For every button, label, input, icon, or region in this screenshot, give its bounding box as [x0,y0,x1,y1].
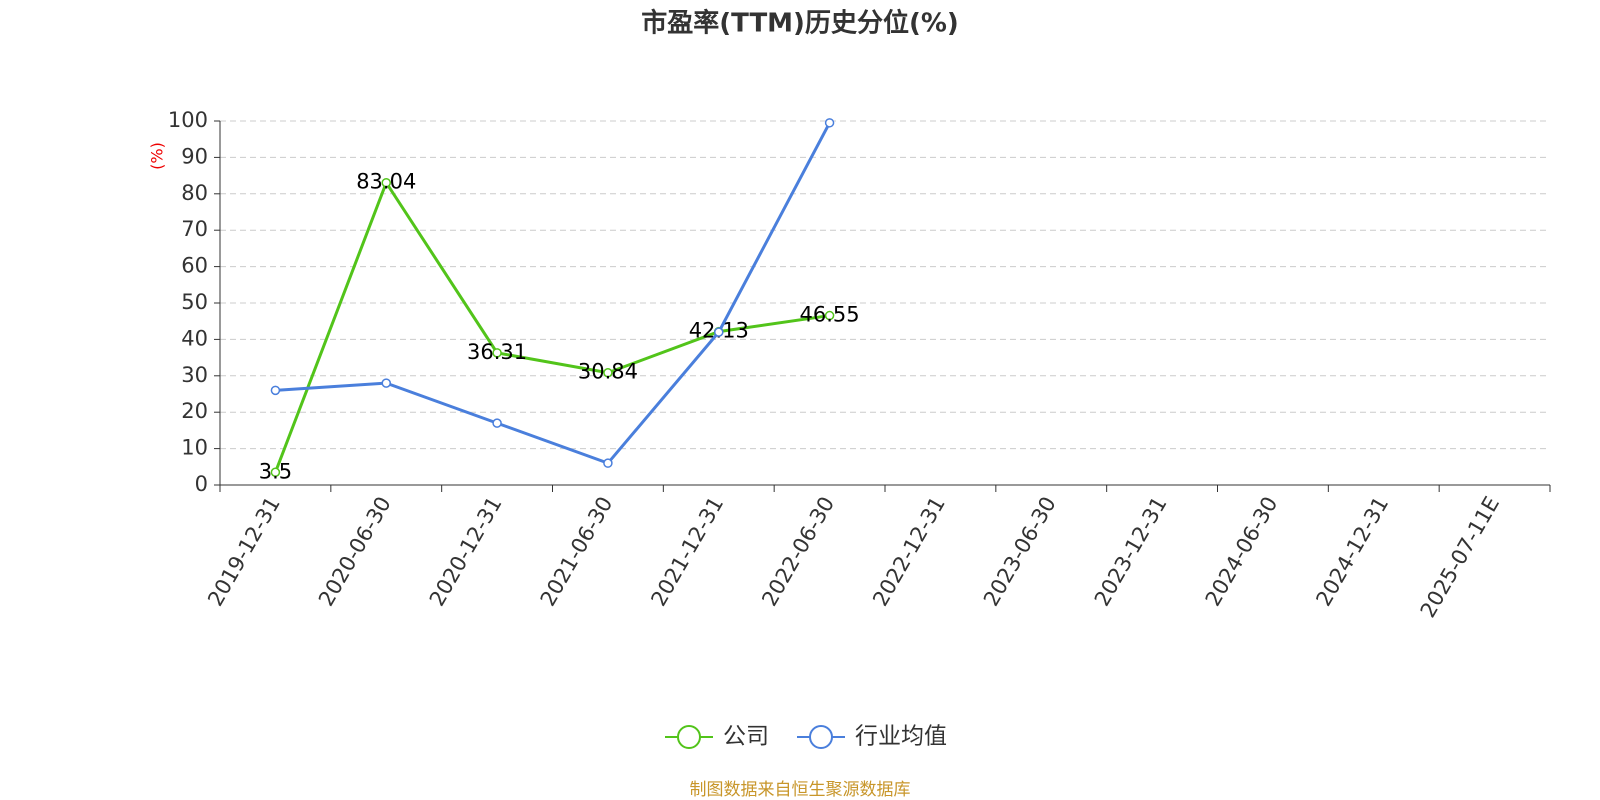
data-point [714,327,724,337]
data-point [824,310,835,321]
data-point [381,378,391,388]
series-line [275,122,831,465]
series-line [274,179,830,473]
y-tick-label: 60 [181,254,208,278]
legend-label: 公司 [723,724,769,750]
data-label: 46.55 [800,303,860,327]
x-tick-label: 2021-06-30 [536,493,618,611]
x-tick-label: 2022-12-31 [868,493,950,611]
y-tick-label: 80 [181,181,208,205]
x-tick-label: 2023-12-31 [1090,493,1172,611]
x-tick-label: 2019-12-31 [203,493,285,611]
data-point [492,348,502,358]
y-tick-label: 0 [195,472,208,496]
data-point [381,177,391,188]
source-note: 制图数据来自恒生聚源数据库 [690,780,911,800]
y-tick-label: 50 [181,290,208,314]
data-label: 3.5 [259,459,292,483]
x-tick-label: 2020-06-30 [314,493,396,611]
data-label: 83.04 [356,170,416,194]
data-point [492,418,502,428]
y-tick-label: 30 [181,363,208,387]
legend-marker [809,725,833,749]
y-tick-label: 10 [181,436,208,460]
x-tick-label: 2023-06-30 [979,493,1061,611]
data-point [270,467,281,478]
data-point [603,458,613,468]
y-axis-label: (%) [148,142,167,170]
x-tick-label: 2024-06-30 [1201,493,1283,611]
data-point [270,385,281,396]
y-tick-label: 70 [181,217,208,241]
data-label: 30.84 [578,360,638,384]
x-tick-label: 2024-12-31 [1311,493,1393,611]
y-tick-label: 40 [181,326,208,350]
x-tick-label: 2020-12-31 [425,493,507,611]
data-point [603,367,613,378]
legend-label: 行业均值 [855,724,947,750]
chart-title: 市盈率(TTM)历史分位(%) [641,8,959,39]
y-tick-label: 20 [181,399,208,423]
x-tick-label: 2022-06-30 [757,493,839,611]
y-tick-label: 100 [168,108,208,132]
y-tick-label: 90 [181,144,208,168]
x-tick-label: 2021-12-31 [646,493,728,611]
data-point [824,118,835,128]
x-tick-label: 2025-07-11E [1416,493,1504,622]
legend-marker [677,725,701,749]
data-label: 36.31 [467,340,527,364]
